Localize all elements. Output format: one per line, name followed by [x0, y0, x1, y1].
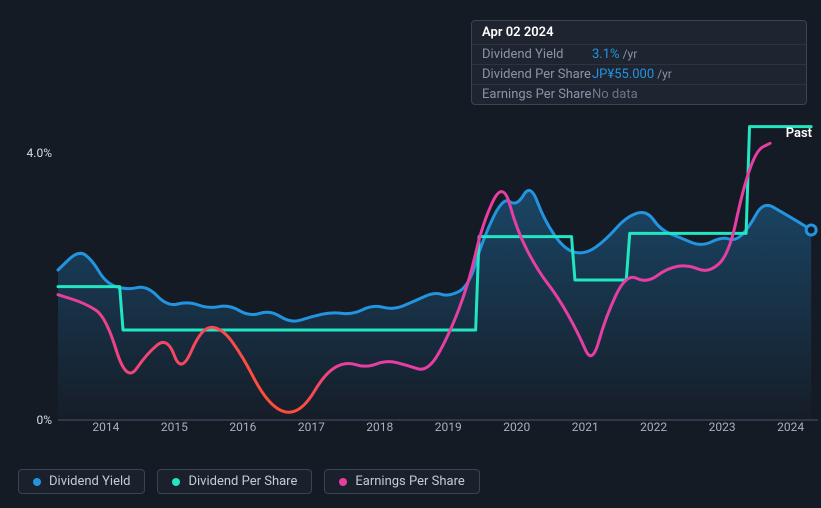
y-axis-tick-0: 0% [36, 413, 52, 427]
x-axis-tick: 2016 [229, 420, 256, 434]
tooltip-value: JP¥55.000 [592, 67, 654, 82]
legend-dot-icon [172, 478, 180, 486]
x-axis-tick: 2020 [503, 420, 530, 434]
tooltip-unit: /yr [657, 67, 672, 82]
x-axis: 2014 2015 2016 2017 2018 2019 2020 2021 2022 2023… [58, 420, 818, 444]
chart-container: Past 0% 4.0% 2014 2015 2016 2017 2018 2019 202… [0, 100, 821, 450]
past-label: Past [786, 126, 812, 141]
x-axis-tick: 2014 [92, 420, 119, 434]
x-axis-tick: 2018 [366, 420, 393, 434]
legend-dot-icon [33, 478, 41, 486]
tooltip-date: Apr 02 2024 [472, 21, 806, 45]
y-axis-tick-4: 4.0% [27, 146, 52, 160]
tooltip-label: Earnings Per Share [482, 87, 592, 102]
tooltip-row-dps: Dividend Per Share JP¥55.000 /yr [472, 65, 806, 85]
x-axis-tick: 2022 [640, 420, 667, 434]
tooltip-nodata: No data [592, 87, 638, 102]
tooltip-label: Dividend Yield [482, 47, 592, 62]
x-axis-tick: 2017 [298, 420, 325, 434]
legend-label: Earnings Per Share [355, 474, 464, 489]
tooltip-row-yield: Dividend Yield 3.1% /yr [472, 45, 806, 65]
legend-item-dps[interactable]: Dividend Per Share [157, 469, 312, 494]
chart-svg [58, 120, 818, 420]
x-axis-tick: 2019 [435, 420, 462, 434]
tooltip-row-eps: Earnings Per Share No data [472, 85, 806, 104]
legend-item-eps[interactable]: Earnings Per Share [324, 469, 479, 494]
tooltip-value: 3.1% [592, 47, 620, 62]
legend-dot-icon [339, 478, 347, 486]
x-axis-tick: 2024 [777, 420, 804, 434]
data-tooltip: Apr 02 2024 Dividend Yield 3.1% /yr Divi… [471, 20, 807, 105]
legend: Dividend Yield Dividend Per Share Earnin… [18, 469, 480, 494]
x-axis-tick: 2023 [709, 420, 736, 434]
legend-item-yield[interactable]: Dividend Yield [18, 469, 145, 494]
x-axis-tick: 2015 [161, 420, 188, 434]
legend-label: Dividend Yield [49, 474, 130, 489]
tooltip-label: Dividend Per Share [482, 67, 592, 82]
x-axis-tick: 2021 [572, 420, 599, 434]
plot-area[interactable]: Past 0% 4.0% [58, 120, 818, 420]
tooltip-unit: /yr [623, 47, 638, 62]
legend-label: Dividend Per Share [188, 474, 297, 489]
